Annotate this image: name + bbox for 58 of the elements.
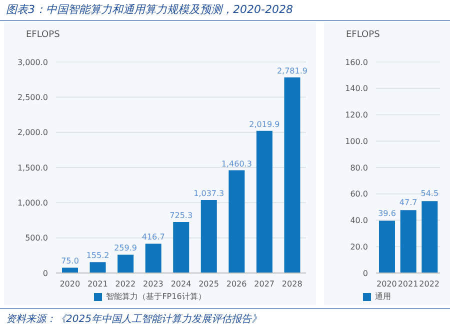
y-tick-label: 0 [362,268,368,278]
x-tick-label: 2026 [226,280,247,289]
legend-label: 智能算力（基于FP16计算） [106,292,206,301]
x-tick-label: 2022 [115,280,136,289]
x-tick-label: 2020 [376,280,397,289]
x-tick-label: 2021 [398,280,418,289]
bar [62,268,78,273]
y-tick-label: 20.0 [350,242,368,252]
x-tick-label: 2020 [60,280,80,289]
data-label: 75.0 [61,256,79,266]
y-tick-label: 500.0 [25,234,48,243]
bar [173,222,190,273]
text: 资料来源：《2025年中国人工智能计算力发展评估报告》 [6,312,262,326]
y-tick-label: 40.0 [350,216,368,226]
bar [90,262,106,273]
bar [400,210,416,273]
bar [200,200,217,273]
x-tick-label: 2021 [87,280,108,289]
x-tick-label: 2027 [254,280,275,289]
bar [379,220,395,273]
legend-label: 通用 [375,292,391,301]
y-tick-label: 1,000.0 [17,198,48,208]
y-tick-label: 2,500.0 [17,93,48,102]
y-tick-label: 120.0 [345,110,368,120]
x-tick-label: 2024 [170,280,192,289]
y-axis-title: EFLOPS [26,30,60,40]
x-tick-label: 2025 [198,280,219,289]
data-label: 47.7 [399,198,418,208]
data-label: 54.5 [420,189,439,198]
chart-title: 图表3：中国智能算力和通用算力规模及预测，2020-2028 [6,2,293,17]
y-tick-label: 60.0 [350,190,368,199]
bar [145,244,162,273]
data-label: 725.3 [170,210,193,220]
bar [284,77,300,273]
bar [118,254,134,273]
y-tick-label: 3,000.0 [17,58,48,67]
y-tick-label: 160.0 [345,58,368,67]
y-tick-label: 100.0 [345,136,368,146]
x-tick-label: 2022 [419,280,440,289]
y-tick-label: 140.0 [345,84,368,94]
data-label: 259.9 [114,244,138,253]
y-axis-title: EFLOPS [346,30,380,40]
bar [422,201,438,273]
y-tick-label: 2,000.0 [17,128,48,138]
y-tick-label: 80.0 [350,163,368,172]
bar [256,130,272,273]
data-label: 39.6 [378,208,396,218]
bar [228,170,245,273]
y-tick-label: 1,500.0 [17,163,48,172]
y-tick-label: 0 [42,268,48,278]
data-label: 2,019.9 [249,120,280,129]
data-label: 155.2 [86,251,110,260]
x-tick-label: 2028 [282,280,302,289]
data-label: 416.7 [142,232,165,242]
data-label: 1,037.3 [194,189,224,198]
data-label: 2,781.9 [276,66,308,76]
x-tick-label: 2023 [143,280,164,289]
data-label: 1,460.3 [221,159,252,168]
